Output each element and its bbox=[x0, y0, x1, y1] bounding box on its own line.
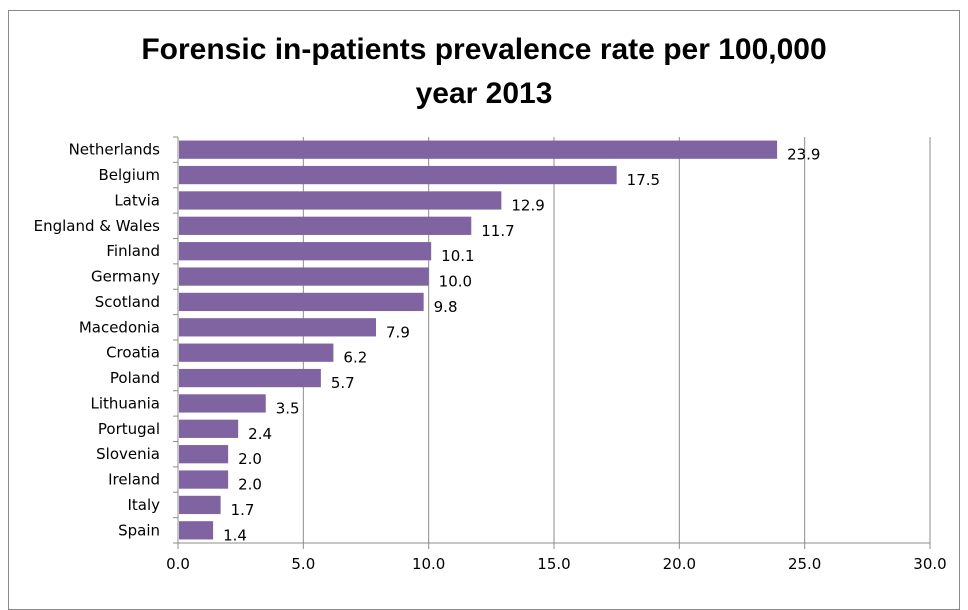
chart-subtitle: year 2013 bbox=[415, 77, 553, 110]
data-label: 2.4 bbox=[248, 425, 272, 443]
data-label: 3.5 bbox=[276, 399, 300, 417]
bar bbox=[179, 292, 424, 312]
data-label: 2.0 bbox=[238, 476, 262, 494]
bar bbox=[179, 521, 214, 540]
category-label: Finland bbox=[106, 242, 160, 260]
x-tick-label: 25.0 bbox=[788, 555, 821, 573]
chart-title: Forensic in-patients prevalence rate per… bbox=[0, 28, 968, 116]
bars bbox=[179, 140, 778, 540]
category-label: Germany bbox=[91, 268, 160, 286]
category-label: Slovenia bbox=[96, 445, 160, 463]
axes bbox=[173, 136, 931, 549]
category-label: Belgium bbox=[99, 166, 161, 184]
category-label: Spain bbox=[118, 521, 160, 539]
x-tick-label: 5.0 bbox=[291, 555, 315, 573]
bar bbox=[179, 216, 472, 235]
category-label: Lithuania bbox=[91, 394, 160, 412]
data-label: 10.1 bbox=[441, 247, 474, 265]
category-label: Netherlands bbox=[69, 141, 161, 159]
category-label: Macedonia bbox=[79, 318, 160, 336]
data-label: 10.0 bbox=[439, 273, 472, 291]
data-label: 2.0 bbox=[238, 450, 262, 468]
data-label: 9.8 bbox=[434, 298, 458, 316]
gridlines bbox=[302, 137, 931, 543]
chart-title-line: Forensic in-patients prevalence rate per… bbox=[141, 33, 827, 66]
data-label: 1.4 bbox=[223, 526, 247, 544]
bar bbox=[179, 368, 321, 388]
bar bbox=[179, 267, 429, 286]
x-tick-label: 10.0 bbox=[412, 555, 445, 573]
category-label: Italy bbox=[127, 496, 160, 514]
category-label: Poland bbox=[110, 369, 160, 387]
data-label: 17.5 bbox=[627, 171, 660, 189]
data-label: 11.7 bbox=[481, 222, 514, 240]
category-label: Scotland bbox=[95, 293, 160, 311]
data-label: 5.7 bbox=[331, 374, 355, 392]
bar bbox=[179, 470, 229, 489]
x-tick-label: 0.0 bbox=[166, 555, 190, 573]
data-label: 7.9 bbox=[386, 323, 410, 341]
bar bbox=[179, 445, 229, 464]
data-label: 6.2 bbox=[343, 349, 367, 367]
labels: 0.0 5.0 10.0 15.0 20.0 25.0 30.0 Netherlands 23.… bbox=[34, 141, 947, 573]
data-label: 1.7 bbox=[231, 501, 255, 519]
category-label: Croatia bbox=[106, 344, 160, 362]
bar bbox=[179, 318, 377, 337]
data-label: 12.9 bbox=[511, 196, 544, 214]
bar bbox=[179, 419, 239, 438]
data-label: 23.9 bbox=[787, 146, 820, 164]
bar bbox=[179, 242, 432, 261]
x-tick-label: 20.0 bbox=[663, 555, 696, 573]
category-label: Portugal bbox=[98, 420, 160, 438]
bar bbox=[179, 165, 617, 185]
category-label: Latvia bbox=[114, 191, 160, 209]
bar-chart: 0.0 5.0 10.0 15.0 20.0 25.0 30.0 Netherlands 23.… bbox=[34, 136, 947, 573]
category-label: England & Wales bbox=[34, 217, 161, 235]
x-tick-label: 30.0 bbox=[913, 555, 946, 573]
bar bbox=[179, 394, 266, 413]
bar bbox=[179, 343, 334, 362]
chart-frame bbox=[8, 10, 960, 610]
bar bbox=[179, 495, 221, 515]
x-tick-label: 15.0 bbox=[537, 555, 570, 573]
bar bbox=[179, 191, 502, 210]
bar bbox=[179, 140, 778, 159]
category-label: Ireland bbox=[108, 471, 160, 489]
